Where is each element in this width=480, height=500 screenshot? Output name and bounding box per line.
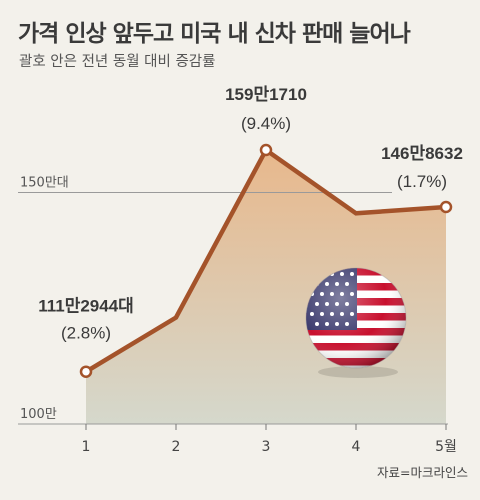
data-label-value: 159만1710 xyxy=(225,85,307,104)
data-label-change: (9.4%) xyxy=(241,114,291,133)
chart-title: 가격 인상 앞두고 미국 내 신차 판매 늘어나 xyxy=(18,21,411,47)
x-tick-label: 1 xyxy=(82,439,91,455)
y-tick-label: 150만대 xyxy=(20,175,69,190)
data-label-value: 111만2944대 xyxy=(38,297,134,316)
source-note: 자료=마크라인스 xyxy=(377,465,468,480)
x-tick-label: 4 xyxy=(352,439,361,455)
x-tick-label: 3 xyxy=(262,439,271,455)
data-point-marker xyxy=(259,143,273,157)
data-point-marker xyxy=(439,200,453,214)
data-point-marker xyxy=(79,365,93,378)
x-tick-label: 2 xyxy=(172,439,181,455)
chart-subtitle: 괄호 안은 전년 동월 대비 증감률 xyxy=(19,54,216,70)
x-tick-label: 5월 xyxy=(435,439,457,455)
y-tick-label: 100만 xyxy=(20,407,57,422)
data-label-change: (2.8%) xyxy=(61,324,111,343)
data-label-change: (1.7%) xyxy=(397,172,447,191)
data-label-value: 146만8632 xyxy=(381,144,463,163)
us-flag-icon xyxy=(305,267,407,378)
